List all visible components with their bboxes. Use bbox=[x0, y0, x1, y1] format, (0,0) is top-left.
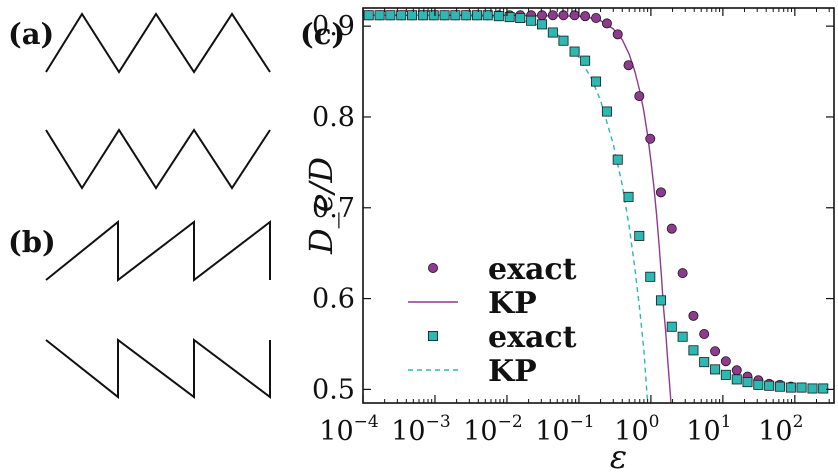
data-point-circle bbox=[710, 346, 721, 357]
x-tick-label: 10−3 bbox=[391, 412, 450, 447]
data-point-square bbox=[796, 382, 807, 393]
data-point-square bbox=[634, 230, 645, 241]
data-point-circle bbox=[699, 328, 710, 339]
data-point-circle bbox=[677, 268, 688, 279]
x-tick-label: 10−4 bbox=[319, 412, 378, 447]
y-tick-label: 0.5 bbox=[312, 374, 355, 405]
data-point-square bbox=[645, 271, 656, 282]
y-tick-label: 0.7 bbox=[312, 193, 355, 224]
diffusion-chart: 0.5 0.6 0.7 0.8 0.9 10−4 10−3 10−2 10−1 100 101 102… bbox=[302, 7, 835, 472]
data-point-circle bbox=[601, 18, 612, 29]
data-point-square bbox=[753, 379, 764, 390]
sawtooth-wave-lower bbox=[45, 338, 271, 400]
data-point-circle bbox=[580, 11, 591, 22]
data-point-square bbox=[504, 12, 515, 23]
x-tick-label: 100 bbox=[614, 412, 659, 447]
panel-label-a: (a) bbox=[8, 17, 54, 51]
data-point-circle bbox=[645, 133, 656, 144]
x-tick-label: 10−2 bbox=[463, 412, 522, 447]
data-point-circle bbox=[731, 365, 742, 376]
data-point-circle bbox=[655, 187, 666, 198]
data-point-square bbox=[558, 35, 569, 46]
data-point-square bbox=[461, 10, 472, 21]
data-point-square bbox=[450, 10, 461, 21]
data-point-square bbox=[515, 12, 526, 23]
triangle-wave-lower bbox=[45, 128, 271, 190]
data-point-square bbox=[666, 321, 677, 332]
data-point-circle bbox=[688, 310, 699, 321]
data-point-square bbox=[742, 377, 753, 388]
data-point-square bbox=[482, 10, 493, 21]
data-point-circle bbox=[537, 10, 548, 21]
data-point-square bbox=[537, 19, 548, 30]
data-point-circle bbox=[569, 10, 580, 21]
data-point-circle bbox=[720, 356, 731, 367]
sawtooth-wave-upper bbox=[45, 219, 271, 283]
data-point-square bbox=[774, 381, 785, 392]
legend-label: KP bbox=[488, 354, 537, 389]
data-point-square bbox=[731, 374, 742, 385]
data-point-square bbox=[363, 10, 374, 21]
y-axis-label: D_e/D bbox=[302, 157, 340, 255]
data-point-square bbox=[417, 10, 428, 21]
x-tick-label: 101 bbox=[686, 412, 731, 447]
data-point-square bbox=[493, 11, 504, 22]
legend-label: exact bbox=[488, 320, 577, 355]
y-tick-label: 0.9 bbox=[312, 11, 355, 42]
data-point-square bbox=[374, 10, 385, 21]
data-point-square bbox=[710, 364, 721, 375]
y-tick-label: 0.6 bbox=[312, 284, 355, 315]
data-point-circle bbox=[591, 12, 602, 23]
legend-marker-square bbox=[427, 330, 438, 341]
data-point-circle bbox=[623, 60, 634, 71]
data-point-square bbox=[439, 10, 450, 21]
data-point-square bbox=[764, 380, 775, 391]
data-point-circle bbox=[547, 10, 558, 21]
data-point-square bbox=[699, 357, 710, 368]
y-tick-label: 0.8 bbox=[312, 102, 355, 133]
legend-label: KP bbox=[488, 286, 537, 321]
x-tick-label: 10−1 bbox=[535, 412, 594, 447]
triangle-wave-upper bbox=[45, 12, 271, 74]
legend-label: exact bbox=[488, 252, 577, 287]
legend-marker-circle bbox=[427, 262, 438, 273]
data-point-square bbox=[547, 27, 558, 38]
data-point-square bbox=[785, 382, 796, 393]
panel-label-c: (c) bbox=[300, 17, 345, 51]
data-point-square bbox=[569, 46, 580, 57]
data-point-square bbox=[385, 10, 396, 21]
data-point-square bbox=[580, 55, 591, 66]
data-point-square bbox=[591, 76, 602, 87]
data-point-circle bbox=[612, 29, 623, 40]
data-point-square bbox=[655, 295, 666, 306]
data-point-square bbox=[807, 383, 818, 394]
x-axis-label: ε bbox=[610, 438, 627, 472]
data-point-square bbox=[396, 10, 407, 21]
data-point-square bbox=[407, 10, 418, 21]
data-point-square bbox=[818, 383, 829, 394]
data-point-square bbox=[601, 106, 612, 117]
data-point-square bbox=[720, 369, 731, 380]
panel-label-b: (b) bbox=[8, 225, 56, 259]
x-tick-label: 102 bbox=[758, 412, 803, 447]
data-point-square bbox=[677, 331, 688, 342]
data-point-circle bbox=[634, 91, 645, 102]
data-point-square bbox=[472, 10, 483, 21]
data-point-circle bbox=[558, 10, 569, 21]
data-point-square bbox=[526, 15, 537, 26]
data-point-square bbox=[612, 154, 623, 165]
data-point-square bbox=[428, 10, 439, 21]
data-point-square bbox=[688, 345, 699, 356]
data-point-square bbox=[623, 191, 634, 202]
data-point-circle bbox=[666, 223, 677, 234]
plot-frame bbox=[362, 7, 835, 404]
